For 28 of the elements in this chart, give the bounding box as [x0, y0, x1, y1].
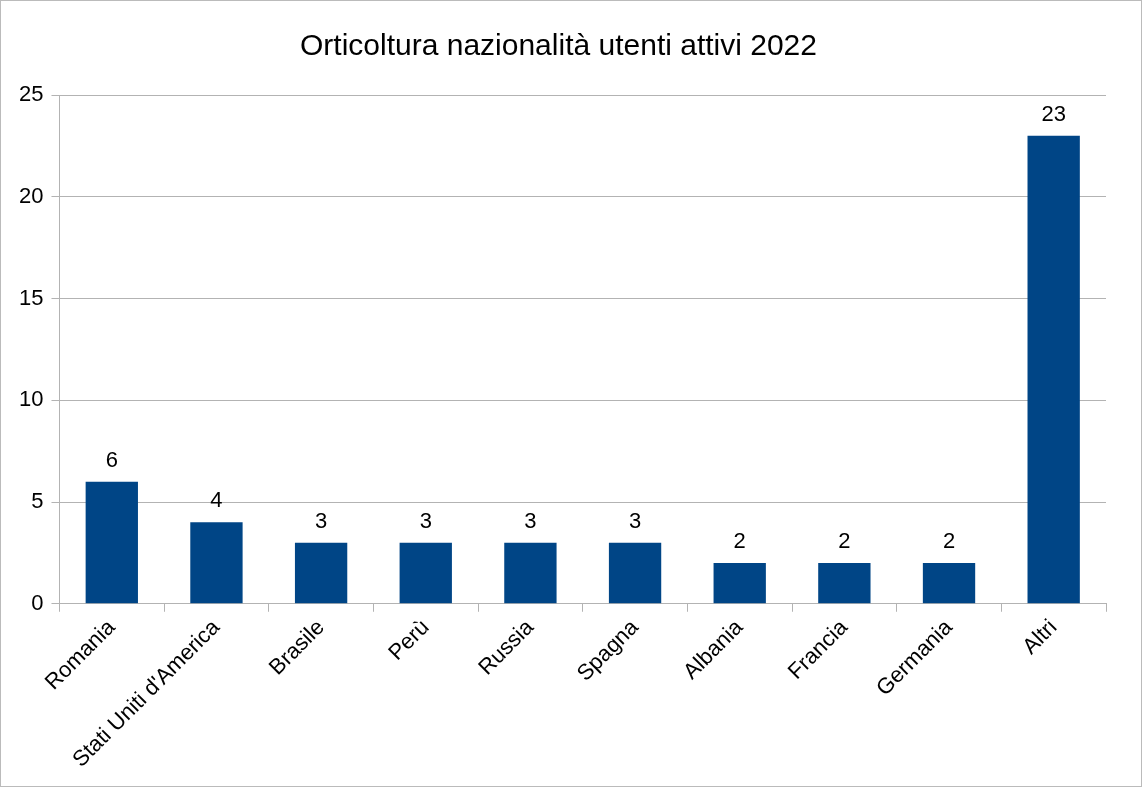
data-label: 3	[419, 507, 432, 533]
y-tick-label: 10	[18, 386, 44, 412]
bar	[1027, 135, 1080, 604]
data-label: 2	[733, 528, 746, 554]
bar	[713, 563, 766, 604]
x-tick-label: Altri	[1017, 614, 1062, 659]
data-label: 6	[105, 446, 118, 472]
data-label: 2	[942, 528, 956, 554]
bar	[818, 563, 871, 604]
data-label: 4	[210, 487, 223, 513]
bar	[399, 542, 452, 604]
y-tick-label: 25	[18, 81, 44, 107]
y-tick-label: 5	[31, 488, 44, 514]
bar	[85, 481, 138, 604]
bar	[608, 542, 662, 604]
data-label: 3	[314, 507, 328, 533]
data-label: 23	[1041, 100, 1066, 126]
bar	[922, 563, 976, 604]
data-label: 3	[628, 507, 642, 533]
bar	[294, 542, 348, 604]
data-label: 2	[838, 528, 851, 554]
bar	[504, 542, 557, 604]
data-label: 3	[524, 507, 537, 533]
y-tick-label: 15	[18, 284, 44, 310]
bar	[190, 522, 243, 604]
y-tick-label: 20	[18, 182, 44, 208]
chart-title: Orticoltura nazionalità utenti attivi 2022	[300, 28, 817, 62]
y-tick-label: 0	[31, 589, 44, 615]
